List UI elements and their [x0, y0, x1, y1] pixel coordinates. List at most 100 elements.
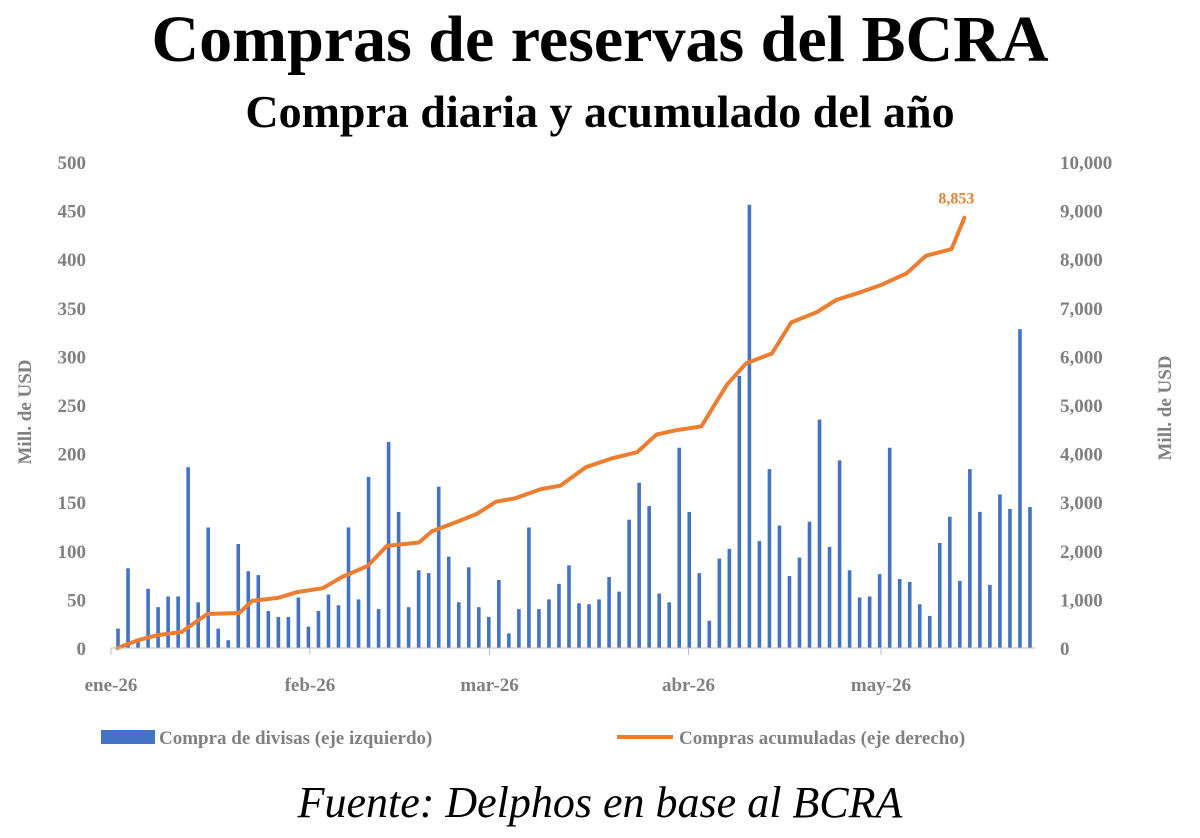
x-axis-tick-label: mar-26 [460, 675, 518, 696]
bar-daily-purchase [817, 419, 822, 648]
bar-daily-purchase [326, 594, 331, 648]
bar-daily-purchase [186, 467, 190, 648]
bar-daily-purchase [877, 574, 882, 648]
bar-daily-purchase [166, 596, 170, 648]
bar-daily-purchase [266, 611, 271, 648]
left-axis-tick-label: 150 [58, 493, 87, 514]
left-axis-tick-label: 100 [58, 542, 87, 563]
bar-daily-purchase [978, 511, 982, 648]
x-axis-tick-label: feb-26 [285, 675, 336, 696]
bar-daily-purchase [356, 599, 361, 648]
left-axis-tick-label: 400 [58, 250, 87, 271]
left-axis-tick-label: 300 [58, 347, 87, 368]
bar-daily-purchase [907, 581, 912, 648]
bar-daily-purchase [627, 519, 631, 648]
bar-daily-purchase [497, 579, 501, 648]
bar-daily-purchase [797, 557, 802, 648]
bar-daily-purchase [146, 588, 150, 648]
bar-daily-purchase [667, 602, 672, 648]
bar-daily-purchase [657, 593, 661, 648]
legend-bar-label: Compra de divisas (eje izquierdo) [159, 728, 432, 749]
bar-daily-purchase [116, 628, 120, 648]
line-cumulative-purchases [115, 215, 967, 650]
bar-daily-purchase [567, 565, 571, 648]
x-axis-ticks: ene-26 feb-26 mar-26 abr-26 may-26 [85, 648, 911, 696]
bar-daily-purchase [537, 609, 541, 648]
right-axis-tick-label: 7,000 [1060, 299, 1103, 320]
bar-daily-purchase [958, 580, 962, 648]
left-axis-tick-label: 50 [67, 590, 86, 611]
right-axis-title: Mill. de USD [1155, 355, 1176, 460]
last-value-label: 8,853 [938, 191, 974, 208]
bar-daily-purchase [456, 602, 461, 648]
bar-daily-purchase [476, 607, 481, 648]
source-note: Fuente: Delphos en base al BCRA [297, 778, 903, 827]
right-axis-ticks: 0 1,000 2,000 3,000 4,000 5,000 6,000 7,000 8,00… [1060, 153, 1112, 660]
bar-daily-purchase [847, 570, 852, 648]
left-axis-tick-label: 450 [58, 202, 87, 223]
bar-daily-purchase [707, 620, 712, 648]
bar-daily-purchase [777, 525, 782, 648]
right-axis-tick-label: 4,000 [1060, 445, 1103, 466]
bar-daily-purchase [927, 615, 932, 648]
bar-daily-purchase [837, 460, 842, 648]
bar-daily-purchase [316, 611, 321, 648]
left-axis-title: Mill. de USD [15, 359, 36, 464]
bar-daily-purchase [867, 596, 872, 648]
bar-daily-purchase [717, 558, 722, 648]
bar-daily-purchase [917, 604, 922, 648]
bar-daily-purchase [196, 602, 200, 648]
x-axis-tick-label: ene-26 [85, 675, 138, 696]
legend-line-label: Compras acumuladas (eje derecho) [679, 728, 965, 749]
bar-daily-purchase [998, 494, 1002, 648]
bar-daily-purchase [937, 543, 942, 648]
bar-daily-purchase [807, 521, 812, 648]
bar-daily-purchase [466, 567, 471, 648]
x-axis-tick-label: may-26 [851, 675, 911, 696]
left-axis-tick-label: 350 [58, 299, 87, 320]
bar-daily-purchase [156, 607, 160, 648]
bar-daily-purchase [1018, 329, 1022, 648]
right-axis-tick-label: 3,000 [1060, 493, 1103, 514]
bar-daily-purchase [887, 447, 892, 648]
left-axis-tick-label: 250 [58, 396, 87, 417]
right-axis-tick-label: 5,000 [1060, 396, 1103, 417]
bar-daily-purchase [857, 597, 862, 648]
bar-daily-purchase [296, 597, 301, 648]
bar-daily-purchase [306, 626, 311, 648]
x-axis-tick-label: abr-26 [662, 675, 715, 696]
bar-daily-purchase [597, 599, 601, 648]
bar-daily-purchase [346, 527, 351, 648]
bar-daily-purchase [286, 616, 291, 648]
bar-daily-purchase [988, 584, 992, 648]
bar-daily-purchase [767, 469, 772, 648]
bar-daily-purchase [246, 571, 251, 648]
legend: Compra de divisas (eje izquierdo) Compra… [101, 728, 965, 749]
bar-daily-purchase [587, 604, 591, 648]
bar-daily-purchase [557, 583, 561, 648]
right-axis-tick-label: 1,000 [1060, 590, 1103, 611]
bar-daily-purchase [607, 577, 611, 648]
line-layer [115, 215, 967, 650]
bars-layer [116, 204, 1032, 648]
right-axis-tick-label: 10,000 [1060, 153, 1112, 174]
bar-daily-purchase [948, 516, 952, 648]
bar-daily-purchase [426, 573, 431, 648]
bar-daily-purchase [136, 640, 140, 648]
left-axis-tick-label: 200 [58, 445, 87, 466]
bar-daily-purchase [757, 541, 762, 648]
bar-daily-purchase [336, 605, 341, 648]
bar-daily-purchase [406, 607, 411, 648]
bar-daily-purchase [216, 628, 221, 648]
bar-daily-purchase [256, 575, 261, 648]
bar-daily-purchase [126, 568, 130, 648]
chart-title: Compras de reservas del BCRA [151, 3, 1049, 76]
bar-daily-purchase [737, 375, 742, 648]
bar-daily-purchase [436, 486, 441, 648]
bar-daily-purchase [487, 616, 491, 648]
bar-daily-purchase [677, 447, 682, 648]
bar-daily-purchase [416, 570, 421, 648]
bar-daily-purchase [787, 576, 792, 648]
bar-daily-purchase [687, 511, 692, 648]
